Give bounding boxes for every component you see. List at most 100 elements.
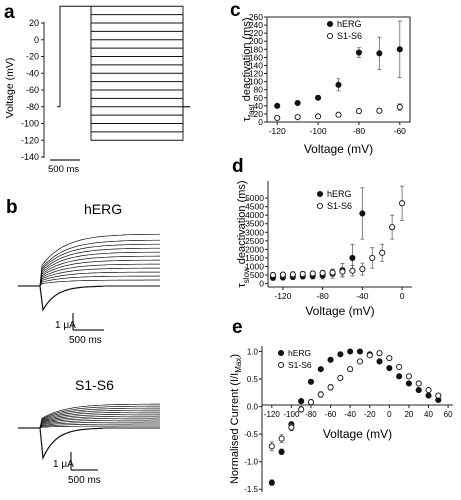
panel-d-ytick-label: 5000: [245, 193, 264, 203]
panel-a-ytick-label: -40: [26, 68, 39, 78]
panel-c-point: [355, 108, 362, 115]
panel-e-xtick-label: 60: [444, 410, 453, 419]
panel-a-ytick-label: -120: [21, 135, 39, 145]
herg-current-trace: [39, 267, 160, 287]
s1s6-current-trace: [39, 425, 160, 429]
panel-c-legend-marker: [326, 20, 334, 28]
herg-current-trace: [39, 251, 161, 287]
panel-c-ytick-label: 140: [249, 60, 263, 70]
panel-c-ylabel-tau: τ: [241, 117, 253, 122]
panel-e-point: [288, 424, 295, 431]
panel-e-point: [396, 363, 403, 370]
panel-d-point: [359, 210, 366, 217]
panel-e-point: [405, 373, 412, 380]
panel-c-point: [294, 99, 301, 107]
panel-d-ytick-label: 2500: [245, 236, 264, 246]
panel-e-xtick-label: -100: [283, 410, 300, 419]
panel-c-point: [335, 111, 342, 118]
panel-c-ytick-label: 40: [254, 101, 264, 111]
panel-c-ytick-label: 100: [249, 77, 263, 87]
herg-scalebar: [72, 313, 104, 331]
s1s6-current-trace: [39, 403, 160, 429]
panel-c-series-s1s6: [274, 103, 403, 122]
panel-c-point: [355, 49, 362, 56]
panel-e-ytick-label: 0.0: [247, 403, 259, 412]
panel-d-point: [309, 270, 316, 277]
panel-c-legend-label: hERG: [337, 19, 362, 29]
panel-a-ytick-label: -20: [26, 52, 39, 62]
panel-c-frame: [266, 16, 411, 123]
panel-a-ytick-label: -80: [26, 102, 39, 112]
panel-e-point: [356, 348, 363, 355]
panel-d-point: [359, 265, 366, 273]
panel-d-legend-marker: [316, 202, 324, 210]
panel-e-point: [337, 374, 344, 382]
panel-e-xtick-label: -20: [364, 410, 376, 419]
panel-e-point: [376, 358, 383, 365]
panel-e-point: [327, 384, 334, 391]
panel-d-ytick-label: 1500: [245, 253, 264, 263]
panel-e-point: [415, 380, 422, 387]
herg-current-trace: [39, 233, 160, 287]
panel-d-legend-marker: [316, 190, 324, 198]
panel-e-point: [268, 443, 275, 450]
panel-label-e: e: [232, 317, 243, 338]
panel-d-point: [279, 271, 286, 278]
panel-b-currents: hERG 1 μA 500 ms S1-S6 1 μA 500 ms: [18, 201, 161, 486]
test-step-trace: [90, 6, 184, 141]
panel-c-xtick-label: -60: [394, 126, 407, 136]
herg-current-trace: [39, 259, 160, 287]
panel-d-point: [269, 271, 277, 279]
panel-d-point: [339, 268, 346, 275]
panel-c-point: [274, 114, 281, 122]
panel-a-ytick-label: -140: [21, 152, 39, 162]
herg-scalebar-current: 1 μA: [55, 320, 76, 331]
panel-e-point: [278, 435, 285, 442]
panel-c-legend-marker: [326, 32, 334, 40]
panel-e-ylabel-main: Normalised Current (I/I: [229, 373, 241, 484]
herg-current-trace: [39, 263, 160, 287]
test-step-trace: [90, 6, 184, 107]
panel-c-ylabel: τfast deactivation (ms): [241, 17, 256, 121]
holding-prepulse-trace: [57, 5, 91, 108]
panel-c-point: [274, 102, 281, 109]
panel-c-point: [315, 94, 322, 101]
panel-c-xtick-label: -100: [310, 126, 327, 136]
panel-e-ylabel-sub: Max: [234, 358, 243, 373]
panel-d-ytick-label: 3500: [245, 219, 264, 229]
panel-label-a: a: [4, 2, 15, 23]
panel-c-ytick-label: 240: [249, 20, 263, 30]
panel-c-point: [376, 107, 383, 114]
herg-current-trace: [39, 247, 160, 287]
panel-label-c: c: [230, 0, 241, 21]
panel-c-ytick-label: 220: [249, 28, 263, 38]
panel-e-point: [307, 378, 315, 385]
panel-c-ytick-label: 60: [254, 93, 264, 103]
s1s6-current-trace: [39, 417, 160, 429]
panel-d-point: [289, 271, 296, 278]
panel-e-ytick-label: -1.5: [244, 485, 258, 494]
herg-trace-title: hERG: [84, 201, 122, 217]
panel-d-ytick-label: 4500: [245, 202, 264, 212]
panel-e-series-s1s6: [268, 350, 442, 452]
panel-d-point: [329, 269, 336, 276]
panel-d-legend-label: hERG: [327, 189, 352, 199]
panel-e-point: [405, 380, 412, 387]
s1s6-tail-current: [39, 427, 104, 461]
panel-a-ytick-label: -60: [26, 85, 39, 95]
panel-c-point: [335, 81, 342, 88]
panel-e-ytick-label: -1.0: [244, 458, 258, 467]
panel-e-point: [298, 398, 305, 405]
panel-a-protocol: Voltage (mV) 20 0 -20 -40 -60 -80 -100 -120 -140…: [4, 5, 190, 175]
panel-e-xtick-label: 20: [404, 410, 413, 419]
panel-a-timescale-label: 500 ms: [48, 164, 79, 175]
s1s6-current-trace: [39, 411, 160, 429]
s1s6-current-trace: [39, 405, 160, 429]
panel-label-b: b: [6, 197, 18, 218]
s1s6-trace-title: S1-S6: [75, 377, 114, 393]
panel-e-point: [425, 387, 432, 394]
panel-e-ytick-label: 1.0: [247, 348, 259, 357]
panel-c-point: [315, 113, 322, 120]
panel-c-xtick-label: -120: [269, 126, 286, 136]
